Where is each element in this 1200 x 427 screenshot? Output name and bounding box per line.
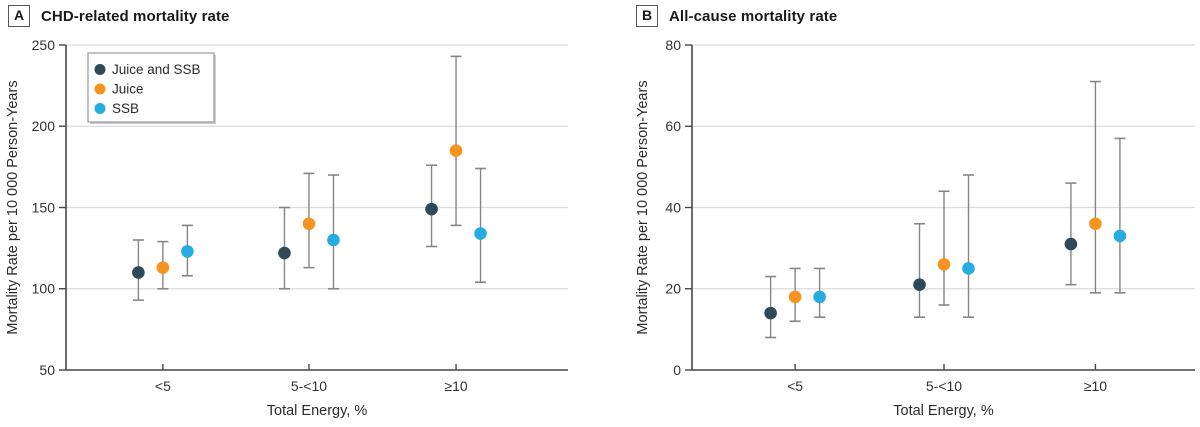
x-axis-label: Total Energy, % bbox=[893, 403, 994, 419]
x-tick-label: ≥10 bbox=[1084, 378, 1107, 394]
data-point bbox=[425, 202, 438, 216]
x-tick-label: <5 bbox=[787, 378, 803, 394]
legend-swatch bbox=[94, 64, 106, 75]
data-point bbox=[1089, 217, 1102, 231]
data-point bbox=[302, 217, 316, 231]
y-tick-label: 50 bbox=[39, 362, 55, 378]
x-tick-label: <5 bbox=[155, 378, 171, 394]
data-point bbox=[1113, 229, 1127, 243]
panel-b-letter-badge: B bbox=[636, 5, 658, 27]
y-tick-label: 40 bbox=[665, 199, 681, 215]
y-axis-label: Mortality Rate per 10 000 Person-Years bbox=[635, 80, 651, 334]
data-point bbox=[1064, 237, 1078, 251]
panel-b-chart: 0 20 40 60 80 <5 5-<10 ≥10 Total Energy, % Mortal… bbox=[635, 37, 1195, 419]
y-tick-label: 60 bbox=[665, 118, 681, 134]
panel-b-title: All-cause mortality rate bbox=[669, 7, 838, 25]
x-axis-label: Total Energy, % bbox=[267, 403, 368, 419]
legend-box bbox=[87, 52, 215, 123]
x-tick-label: 5-<10 bbox=[926, 378, 962, 394]
data-point bbox=[132, 266, 145, 279]
y-tick-label: 100 bbox=[32, 281, 56, 297]
data-point bbox=[278, 246, 291, 260]
data-point bbox=[181, 245, 194, 258]
data-point bbox=[327, 233, 340, 247]
data-point bbox=[937, 258, 951, 271]
panel-b-header: B All-cause mortality rate bbox=[636, 5, 837, 27]
panel-a-letter-badge: A bbox=[8, 5, 30, 27]
y-axis-label: Mortality Rate per 10 000 Person-Years bbox=[5, 80, 21, 334]
panel-a: A CHD-related mortality rate 50 100 150 200… bbox=[5, 5, 568, 419]
data-point bbox=[449, 144, 463, 157]
data-point bbox=[156, 261, 170, 274]
panel-a-chart: 50 100 150 200 250 <5 5-<10 ≥10 Total Energy, % M… bbox=[5, 37, 568, 419]
data-point bbox=[962, 262, 975, 275]
data-point bbox=[813, 290, 826, 304]
data-point bbox=[474, 227, 487, 240]
panel-a-header: A CHD-related mortality rate bbox=[8, 5, 229, 27]
legend-swatch bbox=[94, 103, 106, 114]
legend-label: Juice bbox=[112, 82, 144, 97]
y-tick-label: 20 bbox=[665, 281, 681, 297]
panel-a-title: CHD-related mortality rate bbox=[41, 7, 230, 25]
legend-label: Juice and SSB bbox=[112, 62, 201, 77]
data-point bbox=[913, 278, 926, 291]
y-tick-label: 250 bbox=[32, 37, 56, 53]
y-tick-label: 200 bbox=[32, 118, 56, 134]
data-point bbox=[764, 306, 777, 320]
legend-swatch bbox=[94, 83, 106, 95]
x-tick-label: ≥10 bbox=[444, 378, 467, 394]
panel-b: B All-cause mortality rate 0 20 40 60 80 <5 5-… bbox=[600, 0, 1200, 427]
x-tick-label: 5-<10 bbox=[291, 378, 327, 394]
y-tick-label: 0 bbox=[673, 362, 681, 378]
y-tick-label: 150 bbox=[32, 199, 56, 215]
legend-label: SSB bbox=[112, 101, 139, 116]
data-point bbox=[788, 290, 802, 304]
y-tick-label: 80 bbox=[665, 37, 681, 53]
